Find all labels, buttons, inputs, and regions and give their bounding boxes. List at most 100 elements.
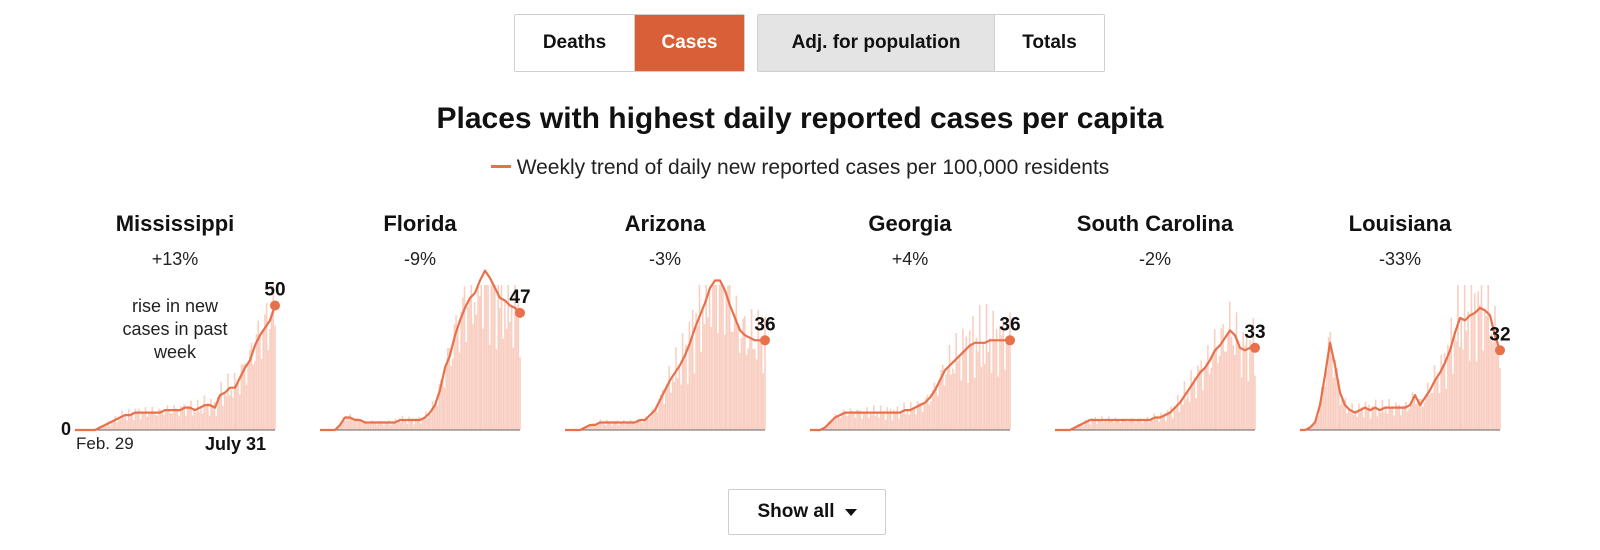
daily-bar xyxy=(448,348,451,430)
daily-bar xyxy=(1448,351,1451,430)
daily-bar xyxy=(232,397,234,430)
daily-bar xyxy=(1453,330,1456,430)
daily-bar xyxy=(671,378,674,430)
daily-bar xyxy=(1470,285,1473,430)
daily-bar xyxy=(243,363,246,430)
daily-bar xyxy=(744,316,746,430)
daily-bar xyxy=(1405,401,1407,430)
daily-bar xyxy=(1187,391,1189,430)
daily-bar xyxy=(663,404,665,430)
daily-bar xyxy=(1462,349,1464,430)
daily-bar xyxy=(450,365,452,430)
daily-bar xyxy=(344,420,346,430)
daily-bar xyxy=(485,285,488,430)
daily-bar xyxy=(992,310,994,430)
daily-bar xyxy=(612,420,615,430)
chart-title: Places with highest daily reported cases… xyxy=(436,102,1164,135)
daily-bar xyxy=(1430,392,1432,430)
daily-bar xyxy=(739,352,741,430)
daily-bar xyxy=(462,297,464,430)
daily-bar xyxy=(200,407,202,430)
daily-bar xyxy=(158,408,160,430)
daily-bar xyxy=(764,317,766,430)
x-end-label: July 31 xyxy=(205,434,267,454)
daily-bar xyxy=(693,373,696,430)
daily-bar xyxy=(1005,342,1008,430)
daily-bar xyxy=(1499,368,1501,430)
daily-bar xyxy=(514,285,516,430)
y-zero-label: 0 xyxy=(61,419,72,439)
daily-bar xyxy=(139,419,142,430)
daily-bar xyxy=(1347,409,1350,430)
change-note: rise in new cases in past week xyxy=(110,295,240,364)
daily-bar xyxy=(733,313,736,430)
daily-bar xyxy=(643,419,645,430)
deaths-toggle-button[interactable]: Deaths xyxy=(515,15,634,71)
daily-bar xyxy=(648,418,650,430)
daily-bar xyxy=(1475,361,1478,430)
daily-bar xyxy=(1418,399,1421,430)
daily-bar xyxy=(430,414,432,430)
daily-bar xyxy=(876,412,878,430)
daily-bar xyxy=(354,421,357,430)
daily-bar xyxy=(502,338,504,430)
daily-bar xyxy=(1331,357,1333,430)
latest-value-label: 47 xyxy=(509,287,530,308)
daily-bar xyxy=(337,427,340,430)
daily-bar xyxy=(977,351,979,430)
daily-bar xyxy=(1002,318,1005,430)
daily-bar xyxy=(1411,392,1414,430)
daily-bar xyxy=(970,344,973,430)
daily-bar xyxy=(898,419,900,430)
show-all-button[interactable]: Show all xyxy=(728,489,886,535)
daily-bar xyxy=(1193,377,1196,430)
daily-bar xyxy=(1227,334,1229,430)
daily-bar xyxy=(1339,405,1342,430)
daily-bar xyxy=(223,392,226,430)
daily-bar xyxy=(1408,408,1410,430)
daily-bar xyxy=(1497,354,1500,430)
chart-panel: Louisiana -33% 32 xyxy=(1300,205,1530,475)
daily-bar xyxy=(1421,406,1424,430)
daily-bar xyxy=(173,405,175,430)
daily-bar xyxy=(975,337,978,430)
daily-bar xyxy=(1334,359,1337,430)
daily-bar xyxy=(230,389,233,430)
daily-bar xyxy=(1084,419,1087,430)
daily-bar xyxy=(639,420,642,430)
daily-bar xyxy=(1178,411,1181,430)
daily-bar xyxy=(366,423,368,430)
daily-bar xyxy=(938,381,941,430)
weekly-change: -3% xyxy=(648,249,681,269)
daily-bar xyxy=(712,285,714,430)
daily-bar xyxy=(826,426,828,430)
daily-bar xyxy=(242,364,244,430)
daily-bar xyxy=(749,339,751,430)
daily-bar xyxy=(1432,392,1434,430)
daily-bar xyxy=(233,373,236,430)
daily-bar xyxy=(1143,420,1145,430)
daily-bar xyxy=(1239,346,1241,430)
daily-bar xyxy=(759,341,761,430)
daily-bar xyxy=(138,408,140,430)
daily-bar xyxy=(928,404,931,430)
totals-toggle-button[interactable]: Totals xyxy=(994,15,1104,71)
daily-bar xyxy=(107,421,110,430)
daily-bar xyxy=(1205,362,1208,430)
latest-value-dot xyxy=(760,335,770,346)
daily-bar xyxy=(1081,423,1083,430)
daily-bar xyxy=(1108,416,1110,430)
daily-bar xyxy=(1401,406,1404,430)
daily-bar xyxy=(633,423,635,430)
daily-bar xyxy=(1344,398,1347,430)
daily-bar xyxy=(154,415,157,430)
daily-bar xyxy=(218,397,221,430)
daily-bar xyxy=(596,424,598,430)
daily-bar xyxy=(420,423,422,430)
daily-bar xyxy=(750,309,753,430)
cases-toggle-button[interactable]: Cases xyxy=(634,15,744,71)
adj-for-population-toggle-button[interactable]: Adj. for population xyxy=(758,15,994,71)
daily-bar xyxy=(510,306,513,430)
daily-bar xyxy=(1311,426,1313,430)
chart-panel: South Carolina -2% 33 xyxy=(1055,205,1285,475)
